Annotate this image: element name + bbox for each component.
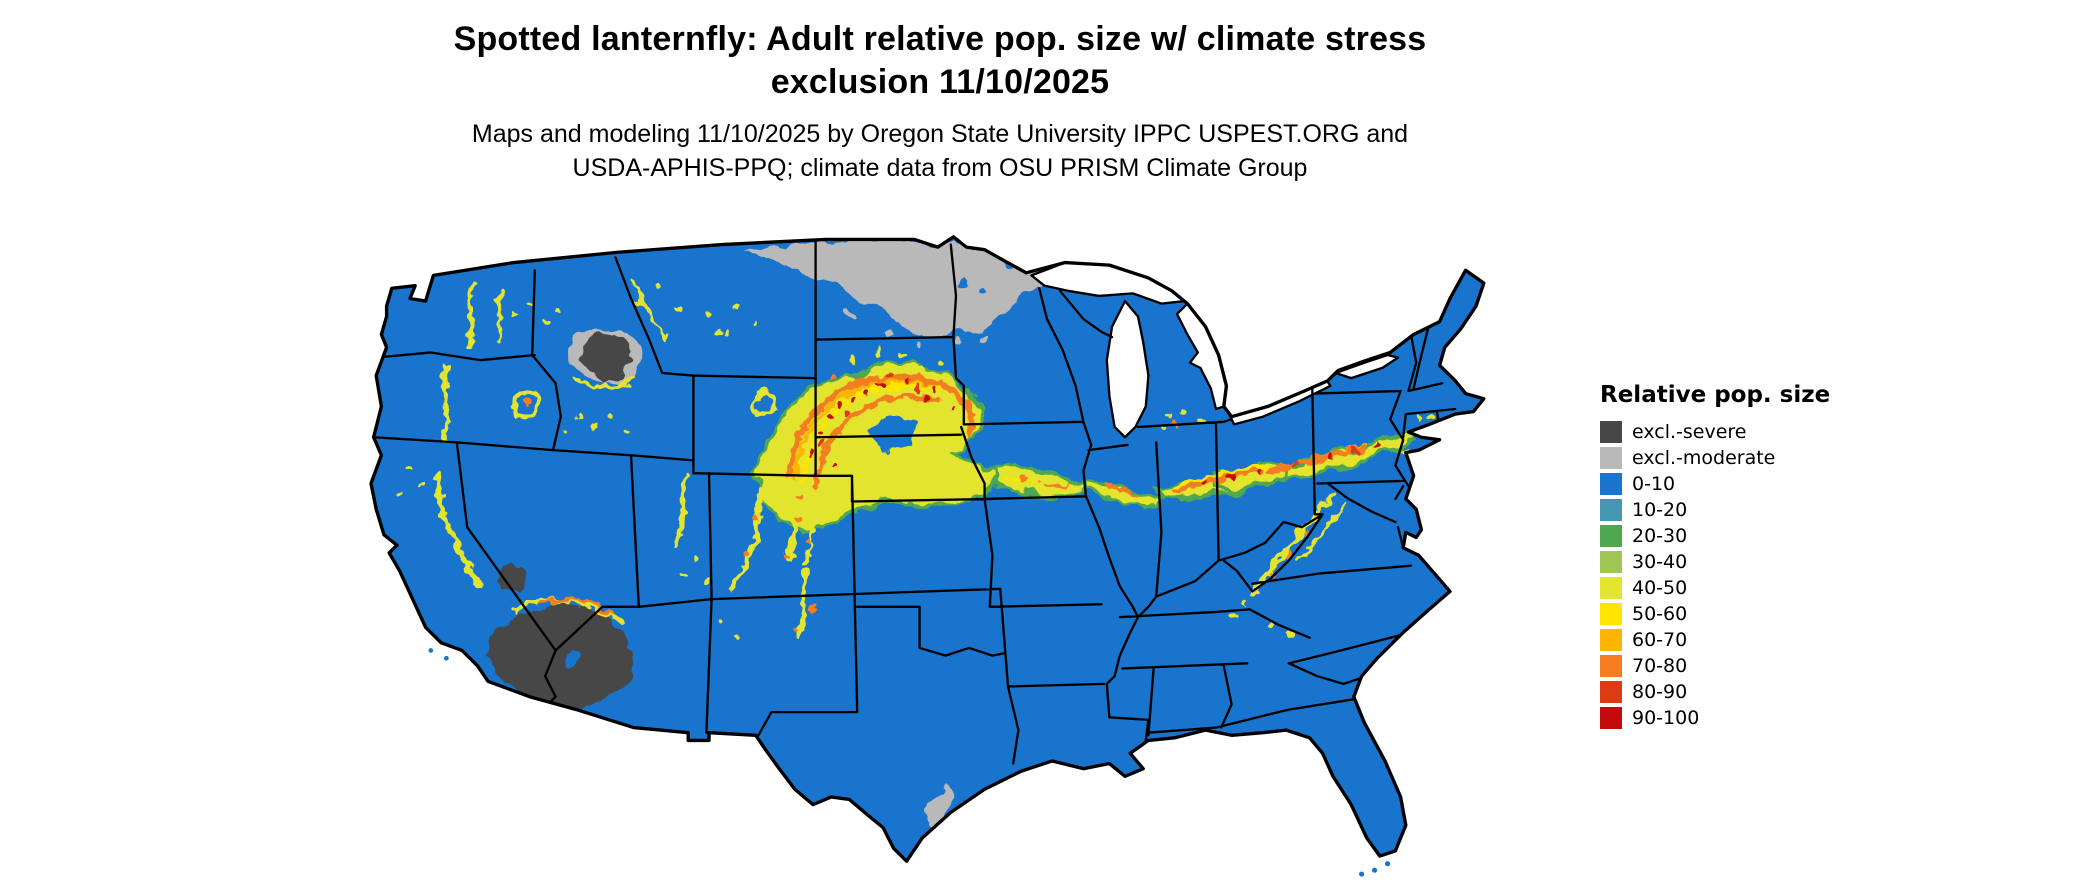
- legend-item: 10-20: [1600, 497, 1830, 523]
- legend-item: 30-40: [1600, 549, 1830, 575]
- red-orange-dots: [820, 372, 1357, 469]
- legend-label: 80-90: [1632, 681, 1688, 703]
- orange-dots: [523, 374, 1311, 634]
- legend-title: Relative pop. size: [1600, 382, 1831, 408]
- legend-item: 90-100: [1600, 705, 1830, 731]
- legend-item: 40-50: [1600, 575, 1830, 601]
- legend-item: 0-10: [1600, 471, 1830, 497]
- legend-item: 80-90: [1600, 679, 1830, 705]
- legend-swatch: [1600, 603, 1622, 625]
- state-borders: [372, 240, 1457, 765]
- legend-swatch: [1600, 655, 1622, 677]
- legend-swatch: [1600, 577, 1622, 599]
- legend-label: 20-30: [1632, 525, 1688, 547]
- legend-label: excl.-severe: [1632, 421, 1747, 443]
- legend-item: excl.-moderate: [1600, 445, 1830, 471]
- legend-item: 60-70: [1600, 627, 1830, 653]
- legend-label: excl.-moderate: [1632, 447, 1776, 469]
- us-map: [369, 235, 1486, 877]
- legend-swatch: [1600, 473, 1622, 495]
- legend-label: 70-80: [1632, 655, 1688, 677]
- legend-label: 50-60: [1632, 603, 1688, 625]
- legend-swatch: [1600, 707, 1622, 729]
- legend-swatch: [1600, 499, 1622, 521]
- legend-swatch: [1600, 447, 1622, 469]
- figure-subtitle-line1: Maps and modeling 11/10/2025 by Oregon S…: [471, 120, 1409, 148]
- legend-label: 10-20: [1632, 499, 1688, 521]
- legend-item: 70-80: [1600, 653, 1830, 679]
- legend-label: 40-50: [1632, 577, 1688, 599]
- figure-subtitle-line2: USDA-APHIS-PPQ; climate data from OSU PR…: [572, 154, 1308, 182]
- legend-label: 60-70: [1632, 629, 1688, 651]
- figure-title-line2: exclusion 11/10/2025: [770, 63, 1110, 101]
- legend-swatch: [1600, 421, 1622, 443]
- florida-keys: [1359, 861, 1391, 877]
- legend-swatch: [1600, 551, 1622, 573]
- red-dots: [807, 377, 1381, 487]
- figure-subtitle: Maps and modeling 11/10/2025 by Oregon S…: [140, 117, 1740, 185]
- legend-item: 50-60: [1600, 601, 1830, 627]
- figure-title-line1: Spotted lanternfly: Adult relative pop. …: [453, 20, 1427, 58]
- blue-gaps: [563, 277, 989, 670]
- legend-swatch: [1600, 525, 1622, 547]
- legend-swatch: [1600, 629, 1622, 651]
- figure-header: Spotted lanternfly: Adult relative pop. …: [140, 18, 1740, 185]
- exclusion-severe-region: [485, 329, 637, 713]
- lake-michigan: [1105, 299, 1150, 439]
- legend-swatch: [1600, 681, 1622, 703]
- legend-item: 20-30: [1600, 523, 1830, 549]
- legend: Relative pop. size excl.-severe excl.-mo…: [1600, 382, 1830, 731]
- legend-label: 0-10: [1632, 473, 1676, 495]
- channel-islands: [428, 648, 449, 661]
- legend-label: 90-100: [1632, 707, 1700, 729]
- legend-label: 30-40: [1632, 551, 1688, 573]
- legend-item: excl.-severe: [1600, 419, 1830, 445]
